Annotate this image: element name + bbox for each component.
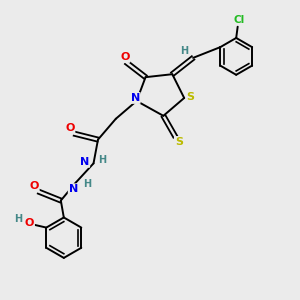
Text: O: O bbox=[25, 218, 34, 228]
Text: H: H bbox=[14, 214, 22, 224]
Text: Cl: Cl bbox=[233, 14, 245, 25]
Text: O: O bbox=[65, 123, 74, 133]
Text: O: O bbox=[120, 52, 129, 62]
Text: H: H bbox=[83, 179, 91, 189]
Text: N: N bbox=[130, 93, 140, 103]
Text: S: S bbox=[187, 92, 195, 101]
Text: N: N bbox=[80, 157, 89, 167]
Text: N: N bbox=[69, 184, 78, 194]
Text: H: H bbox=[98, 155, 106, 165]
Text: S: S bbox=[175, 137, 183, 147]
Text: H: H bbox=[180, 46, 188, 56]
Text: O: O bbox=[29, 181, 39, 191]
